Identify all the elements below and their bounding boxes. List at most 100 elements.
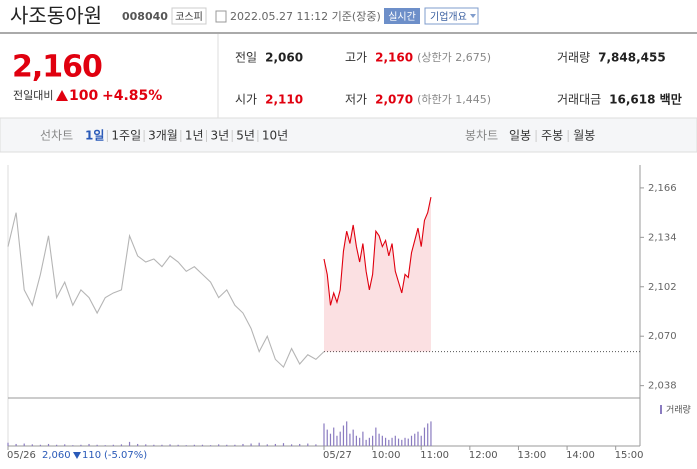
volume-bar xyxy=(339,431,341,446)
volume-bar xyxy=(250,443,252,446)
volume-bar xyxy=(355,435,358,446)
x-tick-label: 05/26 xyxy=(7,450,36,461)
volume-bar xyxy=(372,435,374,446)
stat-label: 저가 xyxy=(345,93,367,107)
volume-bar xyxy=(39,444,42,446)
volume-bar xyxy=(274,443,276,446)
volume-bar xyxy=(64,444,66,446)
x-tick-label: 13:00 xyxy=(517,450,546,461)
stat-value: 2,070 xyxy=(375,93,413,107)
volume-bar xyxy=(112,444,114,446)
volume-bar xyxy=(96,444,98,446)
volume-bar xyxy=(365,439,367,446)
stat-label: 전일 xyxy=(235,51,257,65)
y-tick-label: 2,038 xyxy=(648,381,677,392)
volume-bar xyxy=(169,444,171,446)
volume-bar xyxy=(423,427,426,446)
volume-bar xyxy=(414,433,416,446)
stat-label: 거래량 xyxy=(557,51,590,65)
volume-bar xyxy=(381,435,383,446)
volume-bar xyxy=(375,427,377,446)
volume-bar xyxy=(417,431,419,446)
x-tick-label: 11:00 xyxy=(420,450,449,461)
stat-label: 고가 xyxy=(345,51,367,65)
stat-value: 2,110 xyxy=(265,93,303,107)
volume-bar xyxy=(384,437,387,446)
volume-bar xyxy=(404,437,406,446)
period-tab[interactable]: 10년 xyxy=(262,129,288,143)
period-tab[interactable]: 1일 xyxy=(85,129,104,143)
stock-code: 008040 xyxy=(122,10,168,23)
x-tick-label: 15:00 xyxy=(615,450,644,461)
up-arrow xyxy=(56,90,68,101)
period-tab[interactable]: 3개월 xyxy=(148,129,178,143)
volume-bar xyxy=(336,435,338,446)
period-tab[interactable]: 3년 xyxy=(211,129,230,143)
volume-bar xyxy=(242,443,244,446)
company[interactable]: 기업개요 xyxy=(430,10,467,23)
volume-bar xyxy=(226,444,228,446)
volume-bar xyxy=(307,443,309,446)
volume-bar xyxy=(161,444,163,446)
dropdown-arrow xyxy=(470,14,476,18)
volume-bar xyxy=(153,444,155,446)
volume-bar xyxy=(427,423,429,446)
period-tab[interactable]: 5년 xyxy=(236,129,255,143)
candle-tab[interactable]: 월봉 xyxy=(573,129,595,143)
volume-bar xyxy=(299,443,301,446)
realtime[interactable]: 실시간 xyxy=(388,11,416,23)
stat-label: 시가 xyxy=(235,93,257,107)
volume-bar xyxy=(333,427,335,446)
volume-bar xyxy=(397,438,400,446)
tab-bar xyxy=(0,117,697,153)
prev-change: 110 xyxy=(82,450,101,461)
market-badge xyxy=(171,7,207,25)
rate: +4.85% xyxy=(102,88,162,104)
volume-bar xyxy=(410,435,413,446)
volume-bar xyxy=(430,421,432,446)
candle-tab[interactable]: 일봉 xyxy=(509,129,531,143)
stat-note: (상한가 2,675) xyxy=(417,51,491,64)
y-tick-label: 2,166 xyxy=(648,183,677,194)
y-tick-label: 2,102 xyxy=(648,282,677,293)
x-tick-label: 14:00 xyxy=(566,450,595,461)
period-tab[interactable]: 1년 xyxy=(185,129,204,143)
prev-close: 2,060 xyxy=(42,450,71,461)
volume-bar xyxy=(401,439,403,446)
volume-bar xyxy=(420,435,422,446)
volume-bar xyxy=(346,421,348,446)
y-tick-label: 2,134 xyxy=(648,232,677,243)
volume-bar xyxy=(290,444,293,446)
period-tab[interactable]: 1주일 xyxy=(111,129,141,143)
volume-bar xyxy=(266,444,268,446)
volume-bar xyxy=(218,444,220,446)
stat-value: 2,160 xyxy=(375,51,413,65)
company-button[interactable] xyxy=(424,7,479,25)
volume-bar xyxy=(315,444,317,446)
change-label: 전일대비 xyxy=(13,88,53,102)
volume-bar xyxy=(378,433,380,446)
stat-note: (하한가 1,445) xyxy=(417,92,491,106)
candle-tab[interactable]: 주봉 xyxy=(541,129,563,143)
volume-bar xyxy=(323,423,325,446)
stat-value: 7,848,455 xyxy=(598,51,666,65)
volume-bar xyxy=(394,435,396,446)
volume-bar xyxy=(234,444,236,446)
down-arrow xyxy=(73,452,81,459)
x-tick-label: 05/27 xyxy=(323,450,352,461)
realtime-badge[interactable] xyxy=(384,8,420,24)
volume-bar xyxy=(201,444,204,446)
volume-bar xyxy=(145,444,147,446)
price-line xyxy=(323,197,432,306)
x-tick-label: 12:00 xyxy=(469,450,498,461)
volume-bar xyxy=(368,437,370,446)
volume-bar xyxy=(209,445,212,446)
legend-volume: 거래량 xyxy=(666,404,691,416)
legend-icon xyxy=(660,405,662,414)
volume-bar xyxy=(31,444,33,446)
stats: 전일 2,060 고가 2,160 (상한가 2,675) 거래량 7,848,455 시가 2… xyxy=(235,51,682,107)
volume-bar xyxy=(326,429,328,446)
volume-bar xyxy=(193,444,195,446)
volume-bar xyxy=(72,445,74,446)
